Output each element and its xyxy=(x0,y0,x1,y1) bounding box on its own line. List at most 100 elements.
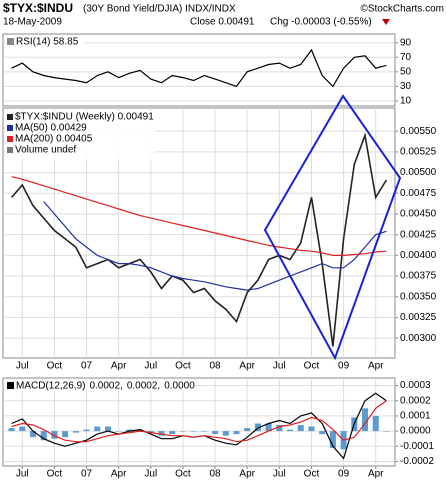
legend-swatch xyxy=(7,125,13,131)
legend-swatch xyxy=(7,114,13,120)
diamond-annotation xyxy=(263,94,402,361)
y-tick-label: 0.0001 xyxy=(400,411,431,422)
y-tick-label: 0.00475 xyxy=(400,188,437,199)
histogram-bar xyxy=(40,431,47,441)
histogram-bar xyxy=(201,431,208,432)
histogram-bar xyxy=(362,408,369,432)
y-tick-label: 0.00525 xyxy=(400,147,437,158)
histogram-bar xyxy=(72,431,79,433)
legend-label: RSI(14) 58.85 xyxy=(16,37,79,48)
panel xyxy=(2,377,396,467)
y-tick-label: 0.0002 xyxy=(400,395,431,406)
x-tick-label: Oct xyxy=(175,469,191,480)
histogram-bar xyxy=(83,429,90,432)
y-tick-label: 70 xyxy=(400,52,412,63)
histogram-bar xyxy=(319,431,326,435)
x-tick-label: Jul xyxy=(273,469,286,480)
x-tick-label: Oct xyxy=(175,361,191,372)
histogram-bar xyxy=(244,428,251,432)
legend-box xyxy=(5,36,85,47)
y-tick-label: 0.00375 xyxy=(400,271,437,282)
y-tick-label: 0.00500 xyxy=(400,167,437,178)
x-tick-label: Apr xyxy=(239,361,255,372)
x-tick-label: Oct xyxy=(47,469,63,480)
histogram-bar xyxy=(222,431,229,436)
series-line xyxy=(11,176,387,256)
histogram-bar xyxy=(372,415,379,432)
legend-swatch xyxy=(7,136,13,142)
y-tick-label: 0.00425 xyxy=(400,229,437,240)
histogram-bar xyxy=(276,425,283,432)
y-tick-label: 0.00325 xyxy=(400,312,437,323)
legend-box xyxy=(5,111,155,159)
description: (30Y Bond Yield/DJIA) INDX/INDX xyxy=(83,4,236,15)
y-tick-label: 0.00300 xyxy=(400,333,437,344)
y-tick-label: 0.00450 xyxy=(400,209,437,220)
histogram-bar xyxy=(8,428,15,432)
x-tick-label: Oct xyxy=(304,469,320,480)
change: Chg -0.00003 (-0.55%) xyxy=(270,17,372,28)
y-tick-label: 0.0003 xyxy=(400,380,431,391)
x-tick-label: 09 xyxy=(338,469,350,480)
histogram-bar xyxy=(179,431,186,432)
x-tick-label: Jul xyxy=(273,361,286,372)
y-tick-label: 90 xyxy=(400,37,412,48)
y-tick-label: -0.0001 xyxy=(400,441,434,452)
histogram-bar xyxy=(115,431,122,432)
legend-swatch xyxy=(7,38,14,45)
histogram-bar xyxy=(147,431,154,433)
histogram-bar xyxy=(126,429,133,432)
x-tick-label: Oct xyxy=(304,361,320,372)
series-line xyxy=(11,48,387,88)
y-tick-label: 0.00550 xyxy=(400,126,437,137)
legend-value: 0.0000 xyxy=(164,381,195,392)
legend-label: $TYX:$INDU (Weekly) 0.00491 xyxy=(15,112,154,123)
legend-swatch xyxy=(7,382,14,389)
x-tick-label: Apr xyxy=(239,469,255,480)
x-tick-label: Apr xyxy=(368,361,384,372)
y-tick-label: 0.0000 xyxy=(400,426,431,437)
legend-value: 0.0002, xyxy=(89,381,122,392)
legend-label: Volume undef xyxy=(15,145,76,156)
histogram-bar xyxy=(383,431,390,432)
x-tick-label: Jul xyxy=(144,469,157,480)
legend-box xyxy=(5,380,195,391)
histogram-bar xyxy=(137,429,144,432)
histogram-bar xyxy=(308,426,315,432)
down-arrow xyxy=(382,19,390,25)
x-tick-label: Jul xyxy=(144,361,157,372)
histogram-bar xyxy=(297,425,304,432)
x-tick-label: Oct xyxy=(47,361,63,372)
histogram-bar xyxy=(19,426,26,432)
y-tick-label: 50 xyxy=(400,66,412,77)
legend-label: MACD(12,26,9) xyxy=(16,381,85,392)
x-tick-label: 09 xyxy=(338,361,350,372)
histogram-bar xyxy=(254,423,261,432)
y-tick-label: 30 xyxy=(400,81,412,92)
histogram-bar xyxy=(190,431,197,432)
y-tick-label: -0.0002 xyxy=(400,456,434,467)
series-line xyxy=(11,400,387,443)
y-tick-label: 10 xyxy=(400,96,412,107)
histogram-bar xyxy=(169,431,176,435)
series-line xyxy=(10,132,388,347)
x-tick-label: 07 xyxy=(81,361,93,372)
histogram-bar xyxy=(51,431,58,439)
legend-value: 0.0002, xyxy=(127,381,160,392)
symbol: $TYX:$INDU xyxy=(3,1,73,15)
legend-label: MA(200) 0.00405 xyxy=(15,134,93,145)
x-tick-label: Jul xyxy=(16,469,29,480)
histogram-bar xyxy=(287,429,294,432)
legend-label: MA(50) 0.00429 xyxy=(15,123,87,134)
y-tick-label: 0.00350 xyxy=(400,291,437,302)
histogram-bar xyxy=(329,431,336,448)
date: 18-May-2009 xyxy=(3,17,62,28)
series-line xyxy=(43,201,387,291)
histogram-bar xyxy=(62,431,69,438)
y-tick-label: 0.00400 xyxy=(400,250,437,261)
histogram-bar xyxy=(233,431,240,435)
histogram-bar xyxy=(29,431,36,438)
x-tick-label: Apr xyxy=(111,361,127,372)
histogram-bar xyxy=(212,431,219,435)
